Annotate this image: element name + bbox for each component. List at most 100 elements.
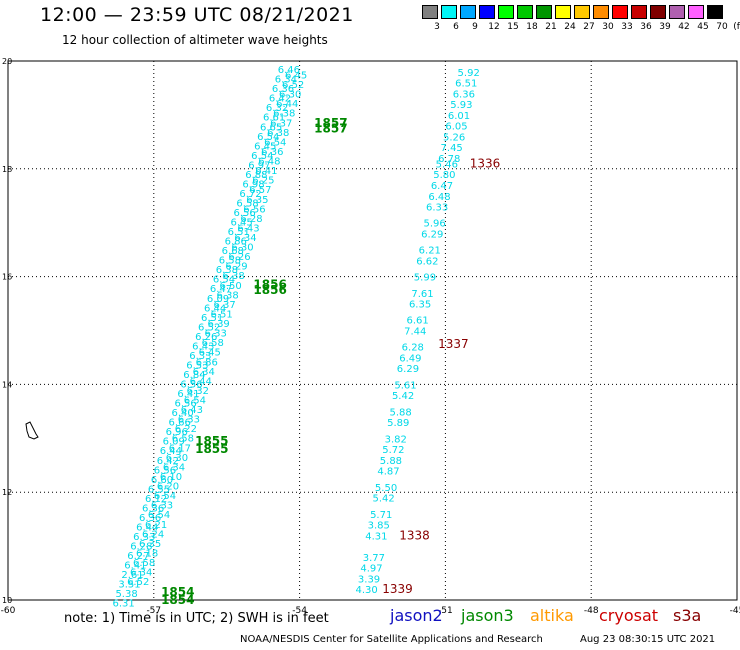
lon-tick-label: -51 xyxy=(438,606,453,616)
swh-value: 6.42 xyxy=(269,94,291,105)
legend-swatch xyxy=(650,5,666,19)
swh-value: 6.31 xyxy=(112,599,134,610)
axis-tick-labels: -60 -57 -54 -51 -48 -45 20 18 16 14 12 10 xyxy=(1,57,740,616)
note-text: note: 1) Time is in UTC; 2) SWH is in fe… xyxy=(64,611,329,626)
lat-tick-label: 20 xyxy=(2,57,12,66)
legend-label: 15 xyxy=(507,22,519,32)
time-label: 1854 xyxy=(161,585,194,599)
swh-value: 6.52 xyxy=(282,80,304,91)
legend-swatch xyxy=(612,5,628,19)
swh-value: 6.27 xyxy=(127,551,149,562)
time-label: 1856 xyxy=(253,283,286,297)
swh-value: 6.36 xyxy=(261,147,283,158)
sat-altika-label: altika xyxy=(530,606,574,625)
lat-tick-label: 12 xyxy=(2,488,12,497)
swh-value: 6.28 xyxy=(240,214,262,225)
swh-value: 5.61 xyxy=(394,380,416,391)
swh-value: 6.24 xyxy=(142,529,164,540)
swh-value: 6.37 xyxy=(213,300,235,311)
swh-value: 6.34 xyxy=(234,233,256,244)
swh-value: 3.51 xyxy=(118,580,140,591)
swh-value: 6.43 xyxy=(237,223,259,234)
swh-value: 6.38 xyxy=(267,128,289,139)
legend-swatch xyxy=(517,5,533,19)
legend-label: 30 xyxy=(602,22,614,32)
swh-value: 6.38 xyxy=(273,109,295,120)
swh-value: 6.44 xyxy=(190,376,212,387)
swh-value: 6.44 xyxy=(136,522,158,533)
swh-value: 7.61 xyxy=(411,289,433,300)
lat-tick-label: 10 xyxy=(2,596,12,605)
swh-value: 6.98 xyxy=(242,179,264,190)
swh-value: 6.88 xyxy=(245,170,267,181)
time-label: 1855 xyxy=(195,434,228,448)
legend-label: 18 xyxy=(526,22,538,32)
swh-value: 6.54 xyxy=(257,132,279,143)
swh-value: 6.32 xyxy=(266,103,288,114)
legend-unit: (ft) xyxy=(733,22,740,32)
swh-value: 6.12 xyxy=(145,494,167,505)
legend-swatch xyxy=(422,5,438,19)
swh-value: 6.54 xyxy=(213,275,235,286)
island-outline xyxy=(25,421,39,440)
time-label: 1854 xyxy=(161,593,194,607)
swh-value: 6.26 xyxy=(228,252,250,263)
swh-value: 6.38 xyxy=(216,290,238,301)
swh-value: 5.42 xyxy=(392,391,414,402)
swh-value: 6.61 xyxy=(407,316,429,327)
altimeter-tracks: 5.926.516.365.936.016.055.267.456.785.46… xyxy=(112,65,500,610)
swh-value: 6.44 xyxy=(160,446,182,457)
swh-value: 6.62 xyxy=(416,256,438,267)
swh-value: 6.33 xyxy=(151,501,173,512)
swh-value: 6.47 xyxy=(431,181,453,192)
swh-value: 6.54 xyxy=(148,510,170,521)
swh-value: 6.58 xyxy=(236,198,258,209)
legend-label: 27 xyxy=(583,22,595,32)
swh-value: 6.36 xyxy=(139,513,161,524)
lon-tick-label: -54 xyxy=(292,606,307,616)
legend-swatch xyxy=(669,5,685,19)
swh-value: 6.21 xyxy=(419,246,441,257)
swh-value: 3.85 xyxy=(368,521,390,532)
legend-swatch xyxy=(555,5,571,19)
swh-value: 6.33 xyxy=(426,203,448,214)
swh-value: 6.18 xyxy=(136,548,158,559)
time-label: 1857 xyxy=(314,121,347,135)
swh-value: 6.56 xyxy=(180,380,202,391)
swh-value: 6.55 xyxy=(148,484,170,495)
lat-tick-label: 18 xyxy=(2,165,12,174)
swh-value: 6.58 xyxy=(219,256,241,267)
swh-value: 4.31 xyxy=(365,531,387,542)
swh-value: 6.65 xyxy=(260,122,282,133)
swh-value: 6.45 xyxy=(199,348,221,359)
swh-value: 6.51 xyxy=(455,79,477,90)
lat-tick-label: 16 xyxy=(2,273,12,282)
swh-value: 6.42 xyxy=(157,456,179,467)
swh-value: 6.68 xyxy=(222,246,244,257)
swh-value: 6.41 xyxy=(177,389,199,400)
swh-value: 2.61 xyxy=(121,570,143,581)
time-label: 1337 xyxy=(438,337,469,351)
legend-swatch xyxy=(460,5,476,19)
swh-value: 6.05 xyxy=(445,122,467,133)
swh-value: 5.92 xyxy=(458,68,480,79)
legend-label: 24 xyxy=(564,22,576,32)
swh-value: 6.26 xyxy=(195,332,217,343)
sat-s3a-label: s3a xyxy=(673,606,702,625)
map-title: 12:00 — 23:59 UTC 08/21/2021 xyxy=(40,4,354,26)
swh-value: 6.28 xyxy=(130,542,152,553)
swh-value: 6.61 xyxy=(263,113,285,124)
swh-value: 6.34 xyxy=(130,568,152,579)
swh-value: 6.54 xyxy=(184,396,206,407)
time-label: 1336 xyxy=(470,156,501,170)
time-label: 1857 xyxy=(314,116,347,130)
swh-value: 6.57 xyxy=(249,185,271,196)
swh-value: 6.36 xyxy=(272,84,294,95)
swh-value: 6.54 xyxy=(264,137,286,148)
swh-value: 6.48 xyxy=(258,157,280,168)
swh-value: 5.80 xyxy=(433,170,455,181)
lon-tick-label: -57 xyxy=(146,606,161,616)
swh-value: 6.60 xyxy=(151,475,173,486)
swh-value: 5.46 xyxy=(436,159,458,170)
